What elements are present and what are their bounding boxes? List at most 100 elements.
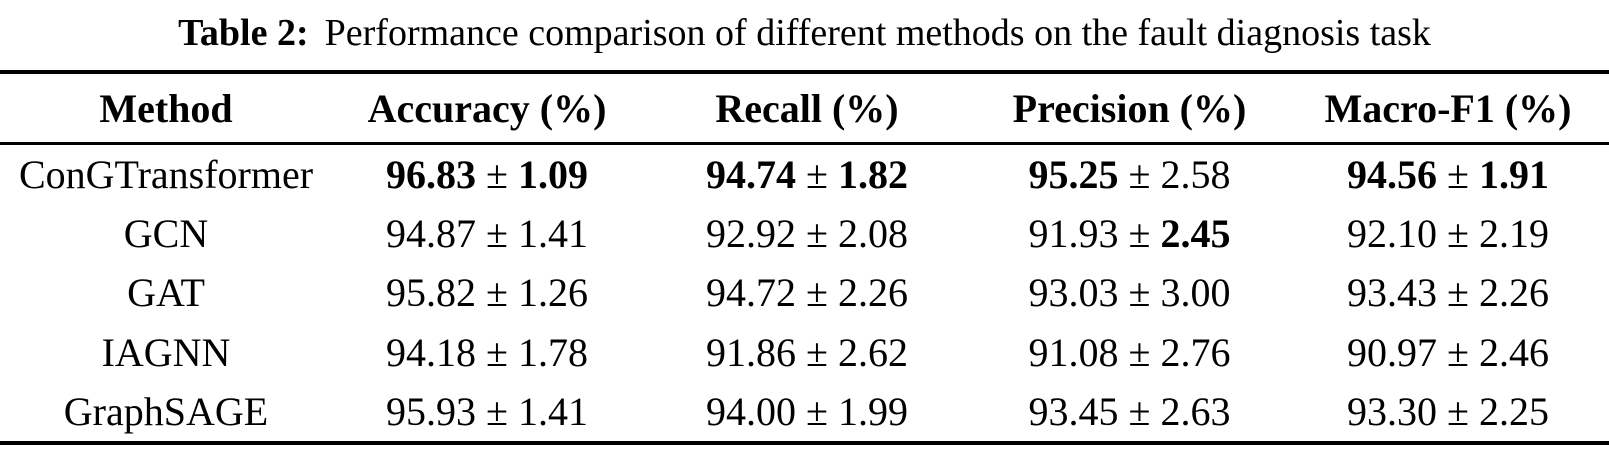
table-caption: Table 2: Performance comparison of differ… (0, 0, 1609, 70)
mean-value: 93.45 (1028, 388, 1119, 434)
table-row: GCN 94.87 ± 1.41 92.92 ± 2.08 91.93 ± 2.… (0, 204, 1609, 263)
mean-value: 95.93 (386, 388, 477, 434)
macro-f1-cell: 93.43 ± 2.26 (1287, 263, 1609, 322)
accuracy-cell: 96.83 ± 1.09 (332, 145, 642, 204)
table-row: IAGNN 94.18 ± 1.78 91.86 ± 2.62 91.08 ± … (0, 323, 1609, 382)
accuracy-cell: 95.93 ± 1.41 (332, 382, 642, 441)
table-row: GAT 95.82 ± 1.26 94.72 ± 2.26 93.03 ± 3.… (0, 263, 1609, 322)
plus-minus-sign: ± (486, 211, 508, 257)
mean-value: 93.03 (1028, 270, 1119, 316)
plus-minus-sign: ± (1128, 211, 1151, 257)
std-value: 2.26 (837, 270, 908, 316)
method-name: GCN (123, 211, 209, 257)
mean-value: 92.10 (1347, 211, 1438, 257)
std-value: 2.58 (1160, 152, 1231, 198)
plus-minus-sign: ± (1447, 211, 1469, 257)
mean-value: 94.72 (706, 270, 797, 316)
precision-cell: 95.25 ± 2.58 (972, 145, 1287, 204)
std-value: 1.26 (517, 270, 588, 316)
results-table: Method Accuracy (%) Recall (%) Precision… (0, 70, 1609, 445)
plus-minus-sign: ± (1447, 388, 1469, 434)
std-value: 1.41 (517, 388, 588, 434)
mean-value: 94.74 (706, 152, 797, 198)
mean-value: 96.83 (386, 152, 477, 198)
std-value: 2.46 (1478, 329, 1549, 375)
col-header-precision: Precision (%) (1012, 85, 1247, 131)
mean-value: 93.43 (1347, 270, 1438, 316)
mean-value: 93.30 (1347, 388, 1438, 434)
plus-minus-sign: ± (806, 388, 828, 434)
plus-minus-sign: ± (1128, 329, 1151, 375)
plus-minus-sign: ± (806, 211, 828, 257)
plus-minus-sign: ± (1128, 388, 1151, 434)
plus-minus-sign: ± (486, 152, 508, 198)
std-value: 3.00 (1160, 270, 1231, 316)
plus-minus-sign: ± (1128, 152, 1151, 198)
macro-f1-cell: 92.10 ± 2.19 (1287, 204, 1609, 263)
std-value: 2.76 (1160, 329, 1231, 375)
plus-minus-sign: ± (1447, 152, 1469, 198)
plus-minus-sign: ± (486, 270, 508, 316)
macro-f1-cell: 94.56 ± 1.91 (1287, 145, 1609, 204)
mean-value: 95.82 (386, 270, 477, 316)
recall-cell: 92.92 ± 2.08 (642, 204, 972, 263)
recall-cell: 94.00 ± 1.99 (642, 382, 972, 441)
std-value: 1.99 (837, 388, 908, 434)
mean-value: 94.56 (1347, 152, 1438, 198)
plus-minus-sign: ± (1447, 270, 1469, 316)
col-header-macro-f1: Macro-F1 (%) (1324, 85, 1572, 131)
plus-minus-sign: ± (806, 270, 828, 316)
col-header-recall: Recall (%) (715, 85, 899, 131)
plus-minus-sign: ± (806, 152, 828, 198)
precision-cell: 91.93 ± 2.45 (972, 204, 1287, 263)
recall-cell: 94.72 ± 2.26 (642, 263, 972, 322)
method-name: GAT (127, 270, 205, 316)
precision-cell: 93.45 ± 2.63 (972, 382, 1287, 441)
std-value: 2.63 (1160, 388, 1231, 434)
method-name: IAGNN (101, 329, 231, 375)
mean-value: 94.87 (386, 211, 477, 257)
plus-minus-sign: ± (1128, 270, 1151, 316)
mean-value: 91.08 (1028, 329, 1119, 375)
mean-value: 94.00 (706, 388, 797, 434)
std-value: 1.91 (1478, 152, 1549, 198)
mean-value: 91.93 (1028, 211, 1119, 257)
macro-f1-cell: 93.30 ± 2.25 (1287, 382, 1609, 441)
std-value: 2.45 (1160, 211, 1231, 257)
std-value: 2.25 (1478, 388, 1549, 434)
plus-minus-sign: ± (486, 388, 508, 434)
table-header-row: Method Accuracy (%) Recall (%) Precision… (0, 74, 1609, 145)
std-value: 1.09 (517, 152, 588, 198)
col-header-method: Method (99, 85, 233, 131)
plus-minus-sign: ± (486, 329, 508, 375)
recall-cell: 94.74 ± 1.82 (642, 145, 972, 204)
precision-cell: 91.08 ± 2.76 (972, 323, 1287, 382)
std-value: 1.41 (517, 211, 588, 257)
mean-value: 95.25 (1028, 152, 1119, 198)
accuracy-cell: 94.18 ± 1.78 (332, 323, 642, 382)
precision-cell: 93.03 ± 3.00 (972, 263, 1287, 322)
std-value: 2.19 (1478, 211, 1549, 257)
accuracy-cell: 94.87 ± 1.41 (332, 204, 642, 263)
accuracy-cell: 95.82 ± 1.26 (332, 263, 642, 322)
caption-label: Table 2: (178, 12, 309, 54)
macro-f1-cell: 90.97 ± 2.46 (1287, 323, 1609, 382)
plus-minus-sign: ± (1447, 329, 1469, 375)
mean-value: 91.86 (706, 329, 797, 375)
table-row: GraphSAGE 95.93 ± 1.41 94.00 ± 1.99 93.4… (0, 382, 1609, 441)
std-value: 1.78 (517, 329, 588, 375)
col-header-accuracy: Accuracy (%) (367, 85, 607, 131)
caption-text: Performance comparison of different meth… (324, 12, 1431, 54)
std-value: 2.26 (1478, 270, 1549, 316)
mean-value: 94.18 (386, 329, 477, 375)
method-name: ConGTransformer (18, 152, 314, 198)
std-value: 2.08 (837, 211, 908, 257)
std-value: 1.82 (837, 152, 908, 198)
method-name: GraphSAGE (63, 388, 269, 434)
mean-value: 90.97 (1347, 329, 1438, 375)
std-value: 2.62 (837, 329, 908, 375)
table-row: ConGTransformer 96.83 ± 1.09 94.74 ± 1.8… (0, 145, 1609, 204)
mean-value: 92.92 (706, 211, 797, 257)
recall-cell: 91.86 ± 2.62 (642, 323, 972, 382)
